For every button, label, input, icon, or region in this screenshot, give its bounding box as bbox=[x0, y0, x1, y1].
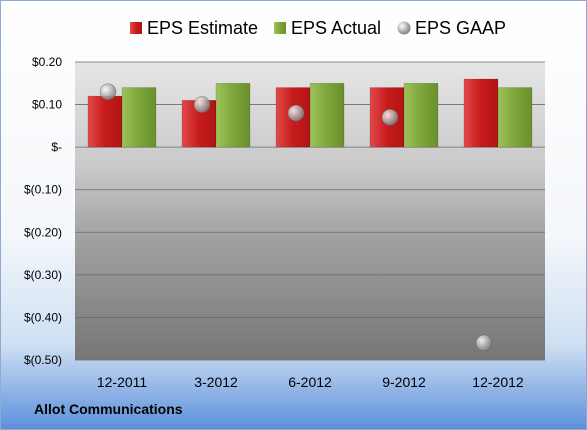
legend-swatch bbox=[130, 22, 142, 34]
x-tick-label: 3-2012 bbox=[194, 374, 238, 390]
y-tick-label: $0.20 bbox=[32, 55, 62, 69]
legend-eps-gaap: EPS GAAP bbox=[397, 18, 506, 38]
eps-actual-bar bbox=[215, 83, 251, 148]
eps-gaap-point bbox=[475, 334, 493, 352]
y-tick-label: $- bbox=[51, 140, 62, 154]
legend: EPS Estimate EPS Actual EPS GAAP bbox=[130, 18, 506, 38]
x-tick-label: 12-2011 bbox=[97, 374, 148, 390]
legend-eps-estimate: EPS Estimate bbox=[130, 18, 258, 38]
company-name: Allot Communications bbox=[34, 401, 183, 417]
y-tick-label: $(0.40) bbox=[24, 310, 62, 324]
eps-gaap-point bbox=[193, 96, 211, 113]
x-tick-label: 9-2012 bbox=[382, 374, 426, 390]
eps-actual-bar bbox=[403, 83, 439, 148]
legend-swatch bbox=[274, 22, 286, 34]
y-tick-label: $(0.50) bbox=[24, 353, 62, 367]
eps-gaap-point bbox=[99, 83, 117, 101]
eps-actual-bar bbox=[309, 83, 345, 148]
y-tick-label: $0.10 bbox=[32, 98, 62, 112]
x-tick-label: 12-2012 bbox=[472, 374, 524, 390]
eps-actual-bar bbox=[121, 87, 157, 148]
x-axis-ticks: 12-2011 3-2012 6-2012 9-2012 12-2012 bbox=[97, 374, 524, 390]
legend-label: EPS GAAP bbox=[415, 18, 506, 38]
gaap-points bbox=[99, 83, 493, 352]
y-axis-ticks: $0.20 $0.10 $- $(0.10) $(0.20) $(0.30) $(0.40)… bbox=[24, 55, 62, 367]
eps-estimate-bar bbox=[463, 78, 499, 148]
eps-gaap-point bbox=[287, 104, 305, 122]
bars bbox=[87, 78, 533, 148]
legend-eps-actual: EPS Actual bbox=[274, 18, 381, 38]
y-tick-label: $(0.20) bbox=[24, 225, 62, 239]
y-tick-label: $(0.10) bbox=[24, 183, 62, 197]
eps-estimate-bar bbox=[87, 95, 123, 148]
y-tick-label: $(0.30) bbox=[24, 268, 62, 282]
legend-swatch bbox=[397, 21, 411, 35]
eps-actual-bar bbox=[497, 87, 533, 148]
legend-label: EPS Estimate bbox=[147, 18, 258, 38]
x-tick-label: 6-2012 bbox=[288, 374, 332, 390]
legend-label: EPS Actual bbox=[291, 18, 381, 38]
eps-gaap-point bbox=[381, 109, 399, 126]
